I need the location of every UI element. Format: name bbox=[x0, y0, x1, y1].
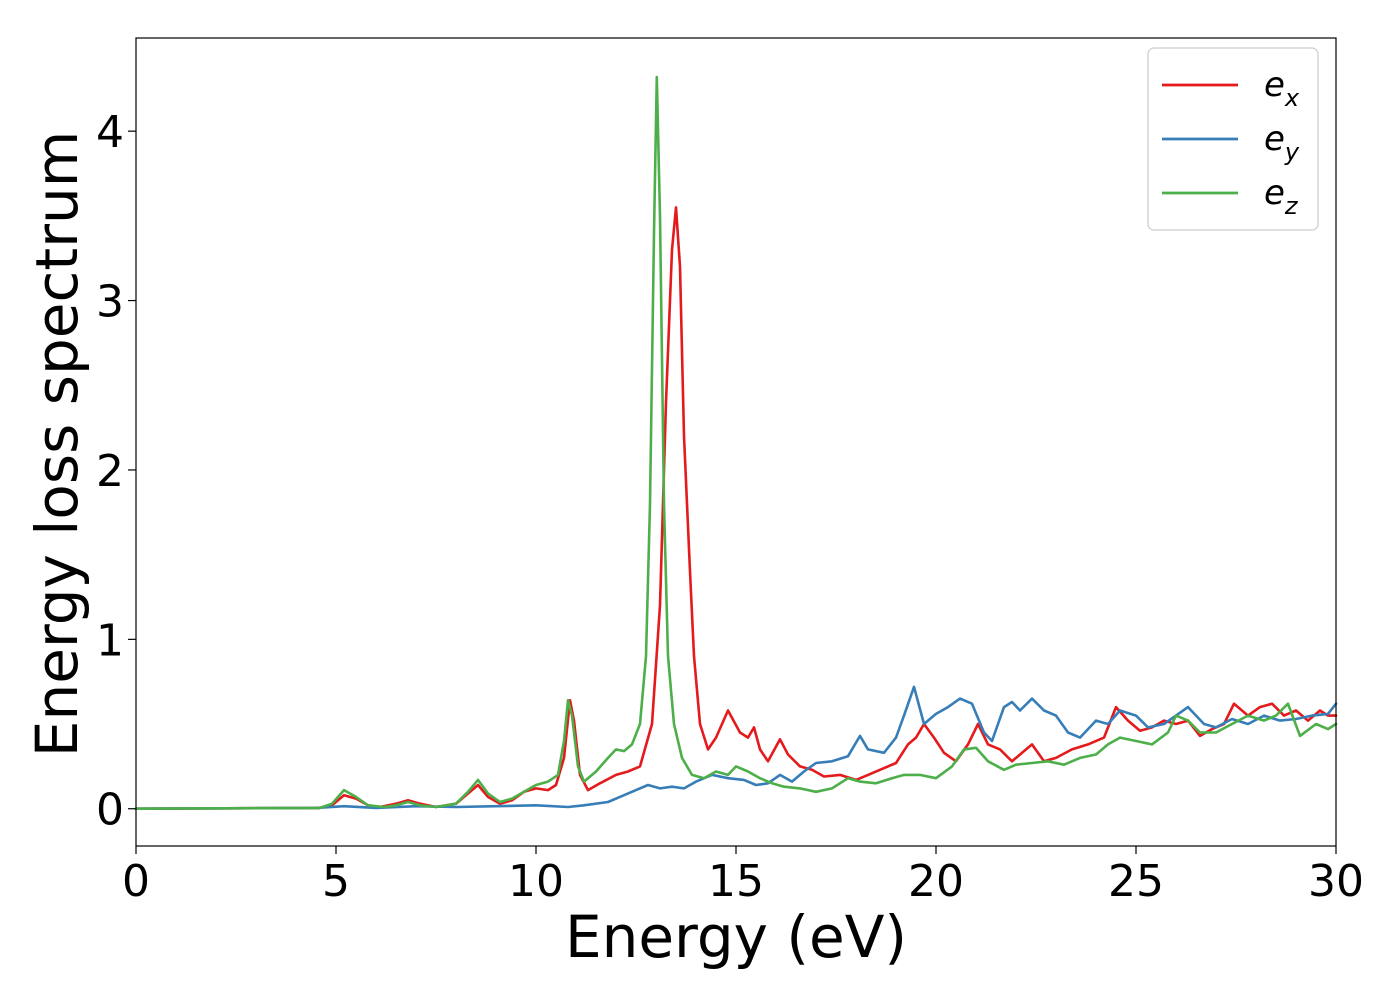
legend-label-e-z: ez bbox=[1264, 173, 1299, 220]
y-axis-ticks: 0 1 2 3 4 bbox=[96, 107, 136, 836]
x-tick-label: 20 bbox=[908, 856, 964, 907]
legend-label-subscript: x bbox=[1284, 84, 1300, 112]
y-tick-label: 3 bbox=[96, 277, 124, 328]
legend-label-base: e bbox=[1264, 65, 1285, 105]
series-layer bbox=[134, 75, 1338, 810]
y-tick-label: 2 bbox=[96, 446, 124, 497]
legend-label-base: e bbox=[1264, 173, 1285, 213]
x-tick-label: 30 bbox=[1308, 856, 1364, 907]
legend-label-subscript: z bbox=[1284, 192, 1299, 220]
x-tick-label: 0 bbox=[122, 856, 150, 907]
legend-label-subscript: y bbox=[1284, 138, 1300, 166]
x-axis-ticks: 0 5 10 15 20 25 30 bbox=[122, 846, 1364, 907]
legend-label-base: e bbox=[1264, 119, 1285, 159]
legend-label-e-y: ey bbox=[1264, 119, 1300, 166]
x-tick-label: 5 bbox=[322, 856, 350, 907]
y-tick-label: 0 bbox=[96, 785, 124, 836]
y-axis-label: Energy loss spectrum bbox=[23, 131, 91, 757]
series-line-e-z bbox=[134, 75, 1338, 810]
x-tick-label: 15 bbox=[708, 856, 764, 907]
x-tick-label: 25 bbox=[1108, 856, 1164, 907]
legend-label-e-x: ex bbox=[1264, 65, 1300, 112]
x-axis-label: Energy (eV) bbox=[565, 903, 907, 971]
y-tick-label: 4 bbox=[96, 107, 124, 158]
x-tick-label: 10 bbox=[508, 856, 564, 907]
y-tick-label: 1 bbox=[96, 615, 124, 666]
